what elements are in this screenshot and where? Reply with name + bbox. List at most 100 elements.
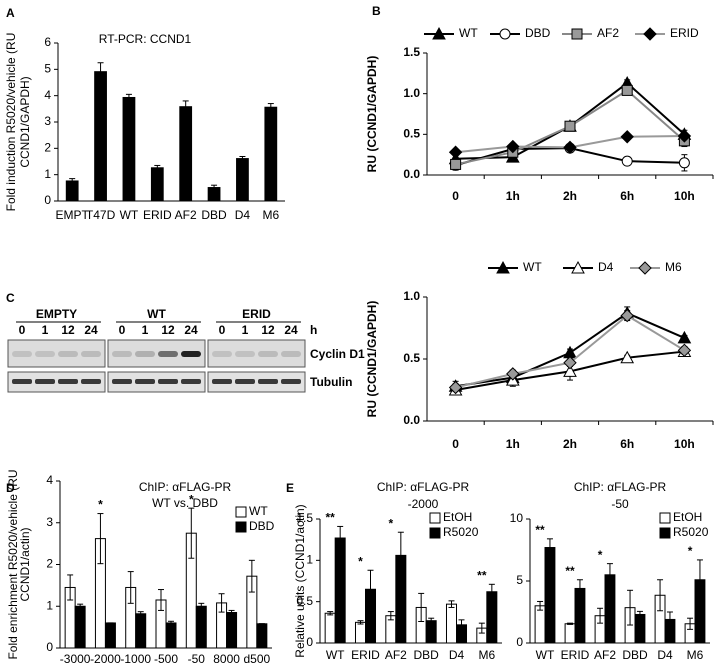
x-tick-label: T47D — [86, 208, 116, 222]
blot-band — [81, 351, 101, 357]
x-tick-label: ERID — [143, 208, 172, 222]
y-tick-label: 0.5 — [296, 594, 313, 608]
blot-band — [281, 379, 301, 384]
blot-band — [212, 351, 232, 357]
lane-label: 24 — [184, 323, 198, 337]
point — [563, 140, 577, 155]
point — [448, 380, 463, 395]
point — [506, 139, 520, 154]
y-tick-label: 2 — [46, 557, 53, 571]
point — [677, 343, 692, 358]
bar — [74, 605, 86, 649]
y-tick-label: 1.5 — [296, 511, 313, 525]
x-tick-label: WT — [120, 208, 139, 222]
point — [563, 364, 577, 377]
blot-band — [281, 351, 301, 357]
point — [506, 367, 520, 381]
y-tick-label: 0 — [44, 193, 51, 207]
significance: * — [189, 492, 194, 506]
group-label: ERID — [242, 307, 271, 321]
blot-band — [212, 379, 232, 384]
point — [563, 356, 577, 370]
chart-title: ChIP: αFLAG-PR — [574, 480, 667, 494]
significance: * — [598, 548, 603, 562]
bar — [226, 612, 238, 649]
bar — [65, 180, 79, 201]
x-tick-label: 1h — [506, 189, 520, 203]
blot-band — [135, 351, 155, 357]
y-tick-label: 0.0 — [403, 413, 420, 427]
blot-band — [12, 351, 32, 357]
chart-title: ChIP: αFLAG-PR — [139, 480, 232, 494]
significance: * — [688, 544, 693, 558]
bar — [425, 620, 437, 644]
legend-marker — [496, 260, 510, 274]
legend-label: D4 — [598, 260, 614, 274]
legend-label: DBD — [525, 26, 551, 40]
bar — [354, 621, 366, 644]
blot-band — [35, 351, 55, 357]
lane-label: 12 — [61, 323, 75, 337]
legend-swatch — [429, 512, 441, 524]
x-tick-label: ERID — [561, 648, 590, 662]
x-tick-label: -3000 — [60, 652, 91, 665]
x-tick-label: EMPT — [56, 208, 90, 222]
x-tick-label: 8000 — [213, 652, 240, 665]
x-tick-label: 6h — [620, 437, 634, 451]
legend-marker — [571, 260, 585, 274]
significance: ** — [477, 568, 487, 582]
point — [621, 84, 633, 96]
y-tick-label: 3 — [44, 114, 51, 128]
blot-band — [158, 379, 178, 384]
significance: * — [388, 516, 393, 530]
x-tick-label: 2h — [563, 189, 577, 203]
bar — [236, 158, 249, 201]
bar — [564, 623, 576, 644]
bar — [544, 547, 556, 644]
x-tick-label: -50 — [188, 652, 206, 665]
y-tick-label: 2 — [44, 141, 51, 155]
panel-letter: E — [286, 481, 294, 495]
legend-swatch — [429, 527, 441, 539]
bar — [534, 605, 546, 644]
lane-label: 1 — [42, 323, 49, 337]
y-tick-label: 1 — [46, 598, 53, 612]
chart-title: RT-PCR: CCND1 — [99, 32, 192, 46]
bar — [122, 96, 136, 201]
point — [620, 350, 635, 364]
y-axis-label: Fold enrichment R5020/vehicle (RU — [6, 469, 20, 659]
x-tick-label: ERID — [351, 648, 380, 662]
x-tick-label: 6h — [620, 189, 634, 203]
point — [564, 120, 576, 132]
y-axis-label: RU (CCND1/GAPDH) — [365, 56, 379, 173]
legend-marker — [638, 261, 652, 275]
legend-marker — [643, 27, 657, 41]
x-tick-label: DBD — [413, 648, 439, 662]
lane-label: 0 — [219, 323, 226, 337]
legend-swatch — [235, 521, 247, 533]
blot-band — [135, 379, 155, 384]
blot-band — [158, 351, 178, 357]
y-tick-label: 1 — [44, 167, 51, 181]
x-tick-label: DBD — [201, 208, 227, 222]
x-tick-label: -500 — [154, 652, 178, 665]
y-tick-label: 0 — [306, 635, 313, 649]
lane-label: 0 — [119, 323, 126, 337]
chart-subtitle: WT vs. DBD — [152, 496, 218, 510]
lane-label: 12 — [161, 323, 175, 337]
legend-label: M6 — [665, 260, 682, 274]
row-label: Cyclin D1 — [310, 347, 365, 361]
panel-letter: D — [6, 481, 15, 495]
y-tick-label: 0.0 — [403, 167, 420, 181]
x-tick-label: D4 — [657, 648, 673, 662]
bar — [165, 622, 177, 649]
legend-marker — [499, 28, 511, 40]
x-tick-label: AF2 — [385, 648, 407, 662]
significance: ** — [535, 523, 545, 537]
legend-label: R5020 — [673, 525, 709, 539]
lane-label: 24 — [284, 323, 298, 337]
x-tick-label: D4 — [449, 648, 465, 662]
y-tick-label: 1 — [306, 553, 313, 567]
x-tick-label: D4 — [235, 208, 251, 222]
